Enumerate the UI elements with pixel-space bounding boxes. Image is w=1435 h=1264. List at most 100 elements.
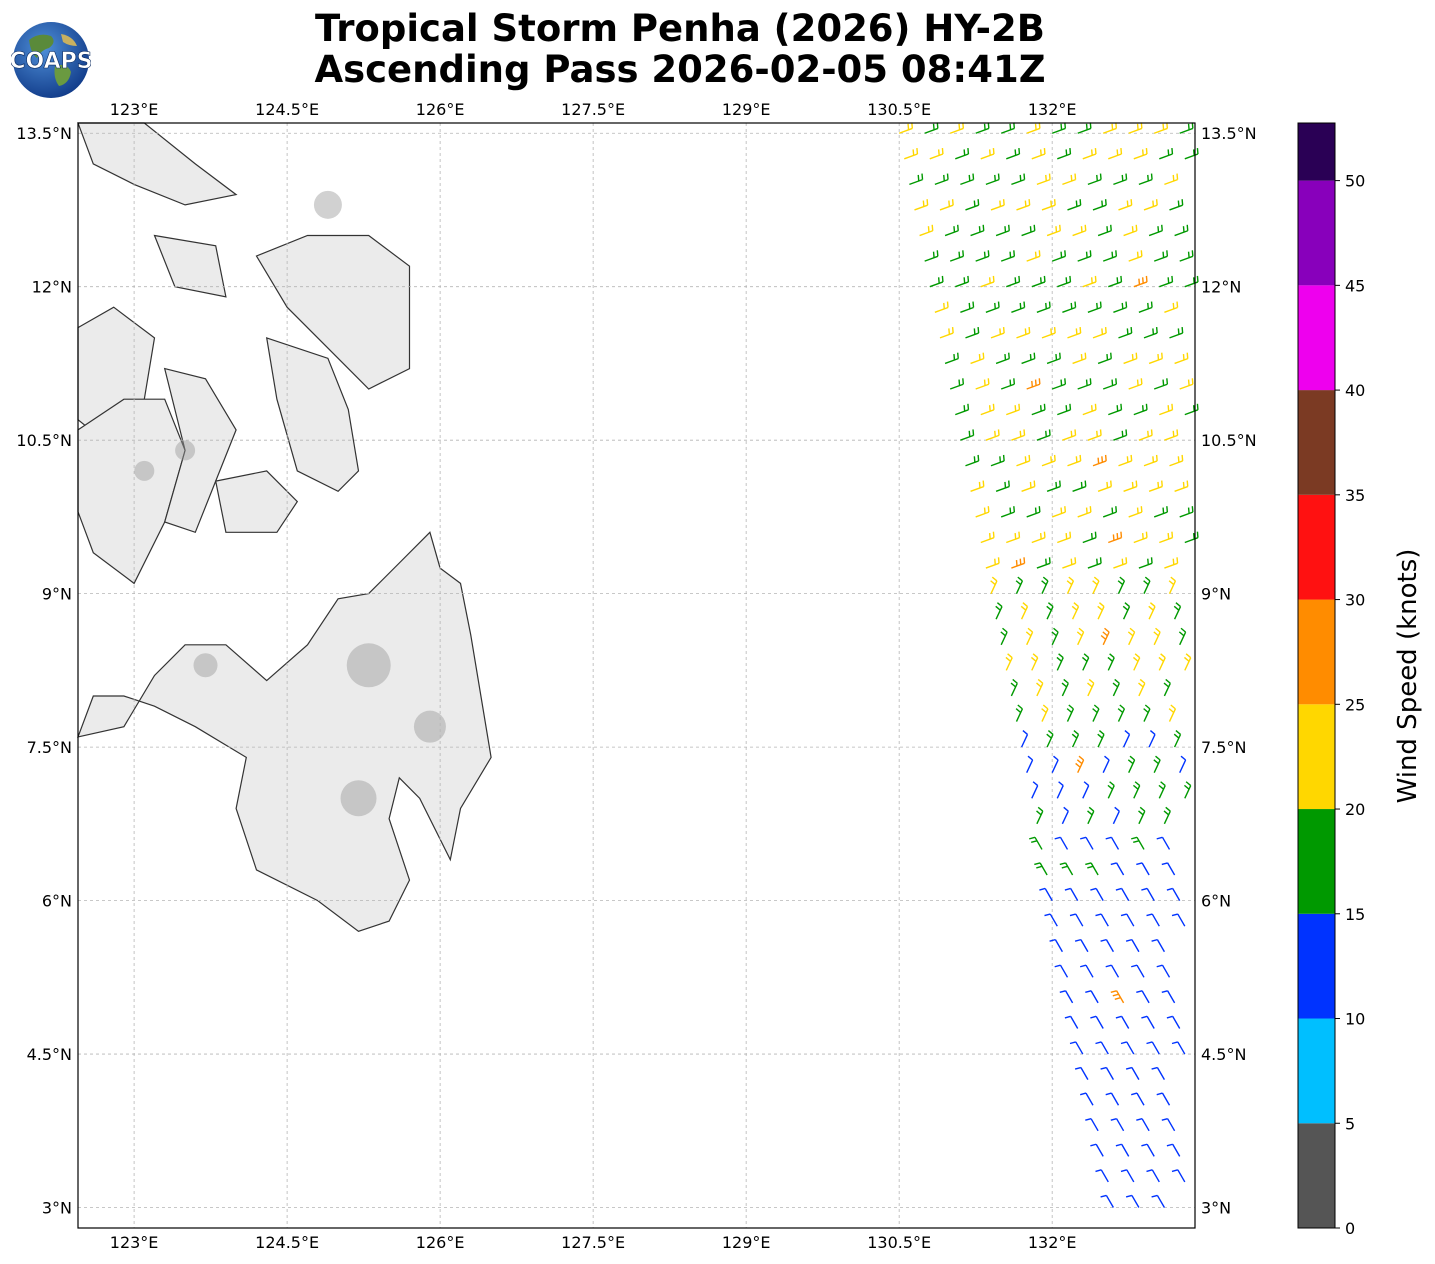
wind-barb (1100, 1194, 1114, 1208)
wind-barb (1102, 506, 1118, 518)
wind-barb (1138, 429, 1153, 441)
wind-barb (1107, 653, 1115, 671)
colorbar: 0 5 10 15 20 25 30 35 40 45 50 (1297, 122, 1365, 1238)
wind-barb (1021, 224, 1036, 237)
wind-barb (1184, 403, 1199, 416)
wind-barb (1010, 678, 1018, 697)
lat-tick-label-right: 13.5°N (1201, 124, 1257, 143)
wind-barb (1148, 602, 1156, 620)
wind-barb (1163, 806, 1171, 825)
wind-barb (1153, 506, 1169, 518)
wind-barb (1067, 199, 1082, 211)
wind-barb (1011, 173, 1026, 186)
wind-barb (1169, 454, 1184, 467)
terrain-shade (313, 190, 342, 219)
wind-barb (1090, 887, 1104, 901)
wind-barb (1085, 1118, 1099, 1132)
wind-barb (1090, 1143, 1104, 1157)
wind-barb (990, 327, 1005, 339)
title-line-1: Tropical Storm Penha (2026) HY-2B (315, 7, 1045, 50)
wind-barb (1044, 913, 1058, 927)
lon-tick-label-bottom: 124.5°E (255, 1233, 319, 1252)
lon-tick-label-bottom: 123°E (110, 1233, 159, 1252)
wind-barb (1115, 887, 1130, 901)
wind-barb (1113, 557, 1128, 569)
wind-barb (1146, 913, 1160, 927)
wind-barb (1102, 122, 1118, 134)
wind-barb (995, 352, 1010, 365)
lon-tick-label-top: 126°E (416, 100, 465, 119)
wind-barb (1062, 557, 1077, 569)
wind-barb (1120, 1041, 1135, 1055)
wind-barb (1006, 147, 1021, 160)
wind-barb (1082, 147, 1097, 160)
wind-barb (1158, 781, 1166, 799)
wind-barb (944, 352, 959, 365)
wind-barb (1161, 1118, 1176, 1132)
wind-barb (1026, 506, 1041, 518)
wind-barb (1169, 327, 1184, 339)
wind-barb (929, 275, 944, 288)
wind-barb (1020, 602, 1029, 620)
wind-barb (1133, 147, 1148, 160)
wind-barb (1153, 627, 1161, 646)
wind-barb (965, 454, 980, 467)
wind-barb (1156, 964, 1171, 978)
wind-barb (1153, 378, 1169, 390)
wind-barb (898, 122, 914, 134)
wind-barb (1148, 224, 1163, 237)
wind-barb (1061, 678, 1069, 697)
terrain-shade (346, 643, 391, 688)
wind-barb (1151, 938, 1166, 953)
wind-barb (1092, 454, 1107, 467)
colorbar-segment (1298, 1123, 1335, 1228)
wind-barb (985, 557, 1000, 569)
colorbar-tick-label: 20 (1345, 800, 1365, 819)
wind-barb (1133, 531, 1148, 544)
lat-tick-label-left: 6°N (42, 892, 72, 911)
wind-barb (1136, 990, 1150, 1004)
wind-barb (1131, 964, 1145, 978)
wind-barb (1115, 1143, 1130, 1157)
wind-barb (1166, 1015, 1181, 1029)
wind-barb (1072, 480, 1087, 492)
wind-barb (1100, 1066, 1114, 1080)
title-line-2: Ascending Pass 2026-02-05 08:41Z (314, 48, 1046, 91)
wind-barb (1057, 147, 1072, 160)
wind-barb (1161, 990, 1176, 1004)
terrain-shade (175, 440, 196, 461)
wind-barb (975, 122, 990, 134)
wind-barb (1159, 403, 1174, 416)
wind-barb (1036, 557, 1051, 569)
wind-barb (1112, 806, 1120, 825)
wind-barb (1102, 755, 1110, 773)
wind-barb (1062, 173, 1077, 186)
wind-barb (1146, 1169, 1160, 1183)
wind-barb (1138, 301, 1153, 313)
wind-barb (1036, 678, 1044, 697)
wind-barb (1123, 480, 1138, 492)
wind-barb (1076, 627, 1085, 646)
wind-barb (1118, 327, 1133, 339)
wind-barb (1074, 938, 1089, 953)
lon-tick-label-bottom: 129°E (722, 1233, 771, 1252)
lat-tick-label-left: 10.5°N (16, 431, 72, 450)
wind-barb (1041, 576, 1049, 594)
wind-barb (1051, 755, 1059, 773)
wind-barb (1174, 480, 1189, 492)
wind-barb (1075, 755, 1085, 773)
wind-barb (939, 199, 954, 211)
wind-barb (1143, 199, 1158, 211)
wind-barb (1164, 429, 1179, 441)
wind-barb (1054, 836, 1069, 850)
wind-barb (1151, 1066, 1166, 1080)
wind-barb (1179, 755, 1187, 773)
wind-barb (1159, 147, 1174, 160)
wind-barb (1015, 576, 1024, 594)
colorbar-segment (1298, 494, 1335, 600)
wind-barb (1153, 755, 1161, 773)
wind-barb (1036, 301, 1051, 313)
wind-barb (1074, 1066, 1089, 1080)
wind-barb (960, 301, 975, 313)
wind-barb (1158, 653, 1166, 671)
